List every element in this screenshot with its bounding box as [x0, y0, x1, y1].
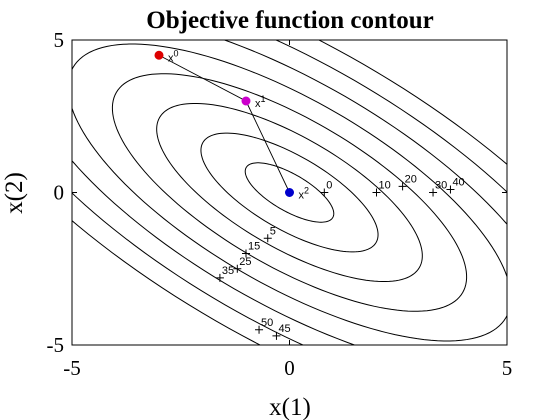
- contour-line-7: [72, 40, 507, 345]
- iterate-superscript-2: 2: [304, 186, 309, 196]
- chart-title: Objective function contour: [146, 7, 433, 34]
- level-label-10: 10: [379, 180, 391, 192]
- level-marker-10: [372, 188, 381, 197]
- iterate-points: x0 x1 x2: [154, 48, 310, 202]
- contour-line-4: [111, 73, 468, 312]
- iterate-label-2: x2: [299, 186, 310, 202]
- level-markers: 0 5 10 15 20 25 30 35 40 45 50: [215, 173, 465, 340]
- x-axis-ticks: -5 0 5: [63, 40, 512, 380]
- x-tick-label-0: -5: [63, 356, 81, 380]
- level-marker-15: [242, 249, 250, 258]
- contour-line-5: [72, 43, 507, 342]
- y-axis-ticks: -5 0 5: [47, 28, 507, 357]
- iterate-path-line: [158, 54, 290, 193]
- level-marker-45: [272, 331, 281, 340]
- iterate-point-1: [241, 96, 251, 106]
- y-axis-label: x(2): [1, 172, 28, 214]
- x-tick-label-1: 0: [284, 356, 295, 380]
- contour-line-1: [244, 162, 335, 223]
- level-marker-20: [398, 182, 407, 191]
- y-tick-label-2: 5: [54, 28, 65, 52]
- level-marker-0: [320, 188, 329, 197]
- iterate-superscript-1: 1: [261, 94, 266, 104]
- iterate-point-2: [285, 188, 294, 197]
- level-label-50: 50: [261, 317, 273, 329]
- iterate-superscript-0: 0: [174, 48, 179, 58]
- iterate-label-1: x1: [255, 94, 266, 110]
- level-label-20: 20: [405, 173, 417, 185]
- level-marker-40: [446, 185, 455, 194]
- contour-line-2: [200, 132, 379, 253]
- level-label-5: 5: [270, 225, 276, 237]
- iterate-point-0: [154, 50, 164, 60]
- level-marker-5: [263, 234, 272, 243]
- contour-line-6: [72, 40, 507, 345]
- level-label-0: 0: [326, 180, 332, 192]
- level-marker-30: [429, 188, 438, 197]
- x-tick-label-2: 5: [502, 356, 513, 380]
- level-marker-35: [215, 273, 224, 282]
- level-marker-50: [255, 325, 264, 334]
- level-marker-25: [233, 264, 242, 273]
- iterate-path: [158, 54, 290, 193]
- level-label-30: 30: [435, 180, 447, 192]
- level-label-45: 45: [278, 323, 290, 335]
- level-label-25: 25: [239, 256, 251, 268]
- y-tick-label-0: -5: [47, 333, 65, 357]
- level-label-15: 15: [248, 241, 260, 253]
- contour-line-3: [156, 102, 423, 283]
- x-axis-label: x(1): [269, 394, 311, 420]
- iterate-label-0: x0: [168, 48, 179, 64]
- level-label-35: 35: [222, 265, 234, 277]
- level-label-40: 40: [452, 176, 464, 188]
- y-tick-label-1: 0: [54, 181, 65, 205]
